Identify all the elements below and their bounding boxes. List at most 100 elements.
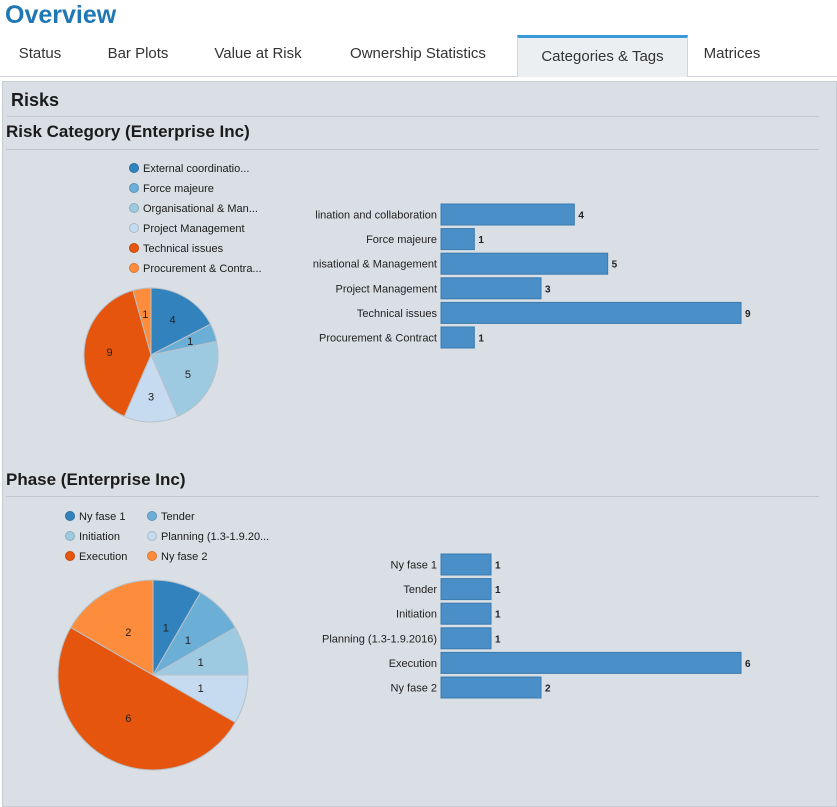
- pie-slice-label: 6: [125, 713, 131, 725]
- legend-item-tender[interactable]: Tender: [147, 510, 195, 524]
- category-label: Force majeure: [366, 234, 437, 246]
- legend-item-procurement-contra[interactable]: Procurement & Contra...: [129, 262, 262, 276]
- bar-technical-issues[interactable]: [440, 301, 742, 324]
- bar-force-majeure[interactable]: [440, 228, 475, 251]
- pie-slice-label: 2: [125, 627, 131, 639]
- bar-value-label: 5: [612, 260, 618, 271]
- category-label: nisational & Management: [313, 259, 437, 271]
- chart-title-risk-category: Risk Category (Enterprise Inc): [6, 122, 250, 141]
- legend-swatch: [129, 263, 139, 274]
- pie-slice-label: 4: [170, 315, 176, 327]
- legend-item-force-majeure[interactable]: Force majeure: [129, 182, 214, 196]
- bar-tender[interactable]: [440, 578, 492, 601]
- legend-item-ny-fase-2[interactable]: Ny fase 2: [147, 550, 207, 564]
- category-label: Initiation: [396, 609, 437, 621]
- category-label: Planning (1.3-1.9.2016): [322, 633, 437, 645]
- risks-panel: Risks Risk Category (Enterprise Inc) Ext…: [2, 81, 837, 807]
- pie-slice-label: 1: [163, 622, 169, 634]
- pie-slice-project-management[interactable]: [123, 353, 179, 423]
- legend-item-execution[interactable]: Execution: [65, 550, 127, 564]
- pie-slice-label: 9: [106, 347, 112, 359]
- section-title: Risks: [11, 90, 60, 110]
- bar-execution[interactable]: [440, 651, 742, 674]
- legend-swatch: [129, 243, 139, 254]
- legend-label: Technical issues: [143, 243, 224, 255]
- pie-slice-label: 3: [148, 392, 154, 404]
- legend-label: Execution: [79, 551, 128, 563]
- legend-item-initiation[interactable]: Initiation: [65, 530, 120, 544]
- tab-categories-tags[interactable]: Categories & Tags: [517, 35, 688, 77]
- bar-procurement-contract[interactable]: [440, 326, 475, 349]
- legend-swatch: [147, 551, 157, 562]
- chart-title-phase: Phase (Enterprise Inc): [6, 470, 186, 489]
- category-label: Ny fase 1: [391, 560, 437, 572]
- bar-planning-1-3-1-9-2016[interactable]: [440, 627, 492, 650]
- legend-swatch: [129, 203, 139, 214]
- category-label: Procurement & Contract: [319, 333, 437, 345]
- legend-label: Planning (1.3-1.9.20...: [161, 531, 270, 543]
- pie-slice-label: 1: [187, 336, 193, 348]
- bar-ny-fase-1[interactable]: [440, 553, 492, 576]
- pie-slice-ny-fase-2[interactable]: [70, 579, 154, 676]
- pie-slice-technical-issues[interactable]: [83, 289, 152, 418]
- pie-slice-lination-and-collaboration[interactable]: [150, 287, 212, 356]
- chart-divider: [6, 496, 819, 497]
- bar-value-label: 4: [578, 211, 584, 222]
- bar-value-label: 3: [545, 284, 551, 295]
- bar-value-label: 1: [495, 561, 501, 572]
- tab-bar: Status Bar Plots Value at Risk Ownership…: [0, 35, 837, 77]
- pie-slice-nisational-management[interactable]: [150, 340, 219, 418]
- tab-status[interactable]: Status: [18, 45, 62, 62]
- legend-item-technical-issues[interactable]: Technical issues: [129, 242, 223, 256]
- bar-value-label: 2: [545, 684, 551, 695]
- legend-swatch: [147, 511, 157, 522]
- bar-ny-fase-2[interactable]: [440, 676, 542, 699]
- pie-slice-label: 1: [142, 309, 148, 321]
- section-divider: [7, 116, 819, 117]
- legend-label: Tender: [161, 511, 195, 523]
- bar-initiation[interactable]: [440, 602, 492, 625]
- tab-bar-plots[interactable]: Bar Plots: [107, 45, 169, 62]
- category-label: Execution: [389, 658, 437, 670]
- pie-slice-label: 1: [198, 657, 204, 669]
- legend-label: Force majeure: [143, 183, 214, 195]
- legend-item-planning-1-3-1-9-20[interactable]: Planning (1.3-1.9.20...: [147, 530, 269, 544]
- bar-project-management[interactable]: [440, 277, 542, 300]
- category-label: Project Management: [336, 283, 438, 295]
- bar-value-label: 1: [495, 634, 501, 645]
- legend-swatch: [129, 223, 139, 234]
- chart-divider: [6, 149, 819, 150]
- legend-label: Ny fase 1: [79, 511, 126, 523]
- legend-swatch: [65, 551, 75, 562]
- phase-bar-chart: Ny fase 1 1 Tender 1 Initiation 1 Planning (1.…: [322, 553, 751, 699]
- pie-slice-execution[interactable]: [57, 626, 236, 771]
- category-label: lination and collaboration: [315, 210, 437, 222]
- bar-lination-and-collaboration[interactable]: [440, 203, 575, 226]
- pie-slice-label: 5: [185, 369, 191, 381]
- legend-item-external-coordinatio[interactable]: External coordinatio...: [129, 162, 249, 176]
- legend-label: Initiation: [79, 531, 120, 543]
- legend-item-project-management[interactable]: Project Management: [129, 222, 245, 236]
- bar-value-label: 1: [495, 585, 501, 596]
- legend-swatch: [65, 531, 75, 542]
- tab-matrices[interactable]: Matrices: [703, 45, 761, 62]
- risk-category-bar-chart: lination and collaboration 4 Force majeure…: [313, 203, 751, 349]
- bar-value-label: 1: [478, 235, 484, 246]
- legend-item-ny-fase-1[interactable]: Ny fase 1: [65, 510, 125, 524]
- pie-slice-label: 1: [198, 683, 204, 695]
- bar-value-label: 6: [745, 659, 751, 670]
- legend-swatch: [129, 163, 139, 174]
- legend-swatch: [65, 511, 75, 522]
- pie-slice-procurement-contract[interactable]: [132, 287, 152, 356]
- legend-label: External coordinatio...: [143, 163, 250, 175]
- bar-nisational-management[interactable]: [440, 252, 609, 275]
- tab-value-at-risk[interactable]: Value at Risk: [214, 45, 302, 62]
- legend-label: Ny fase 2: [161, 551, 208, 563]
- legend-swatch: [129, 183, 139, 194]
- pie-slice-label: 1: [185, 635, 191, 647]
- legend-label: Organisational & Man...: [143, 203, 258, 215]
- legend-item-organisational-man[interactable]: Organisational & Man...: [129, 202, 258, 216]
- tab-ownership-statistics[interactable]: Ownership Statistics: [350, 45, 486, 62]
